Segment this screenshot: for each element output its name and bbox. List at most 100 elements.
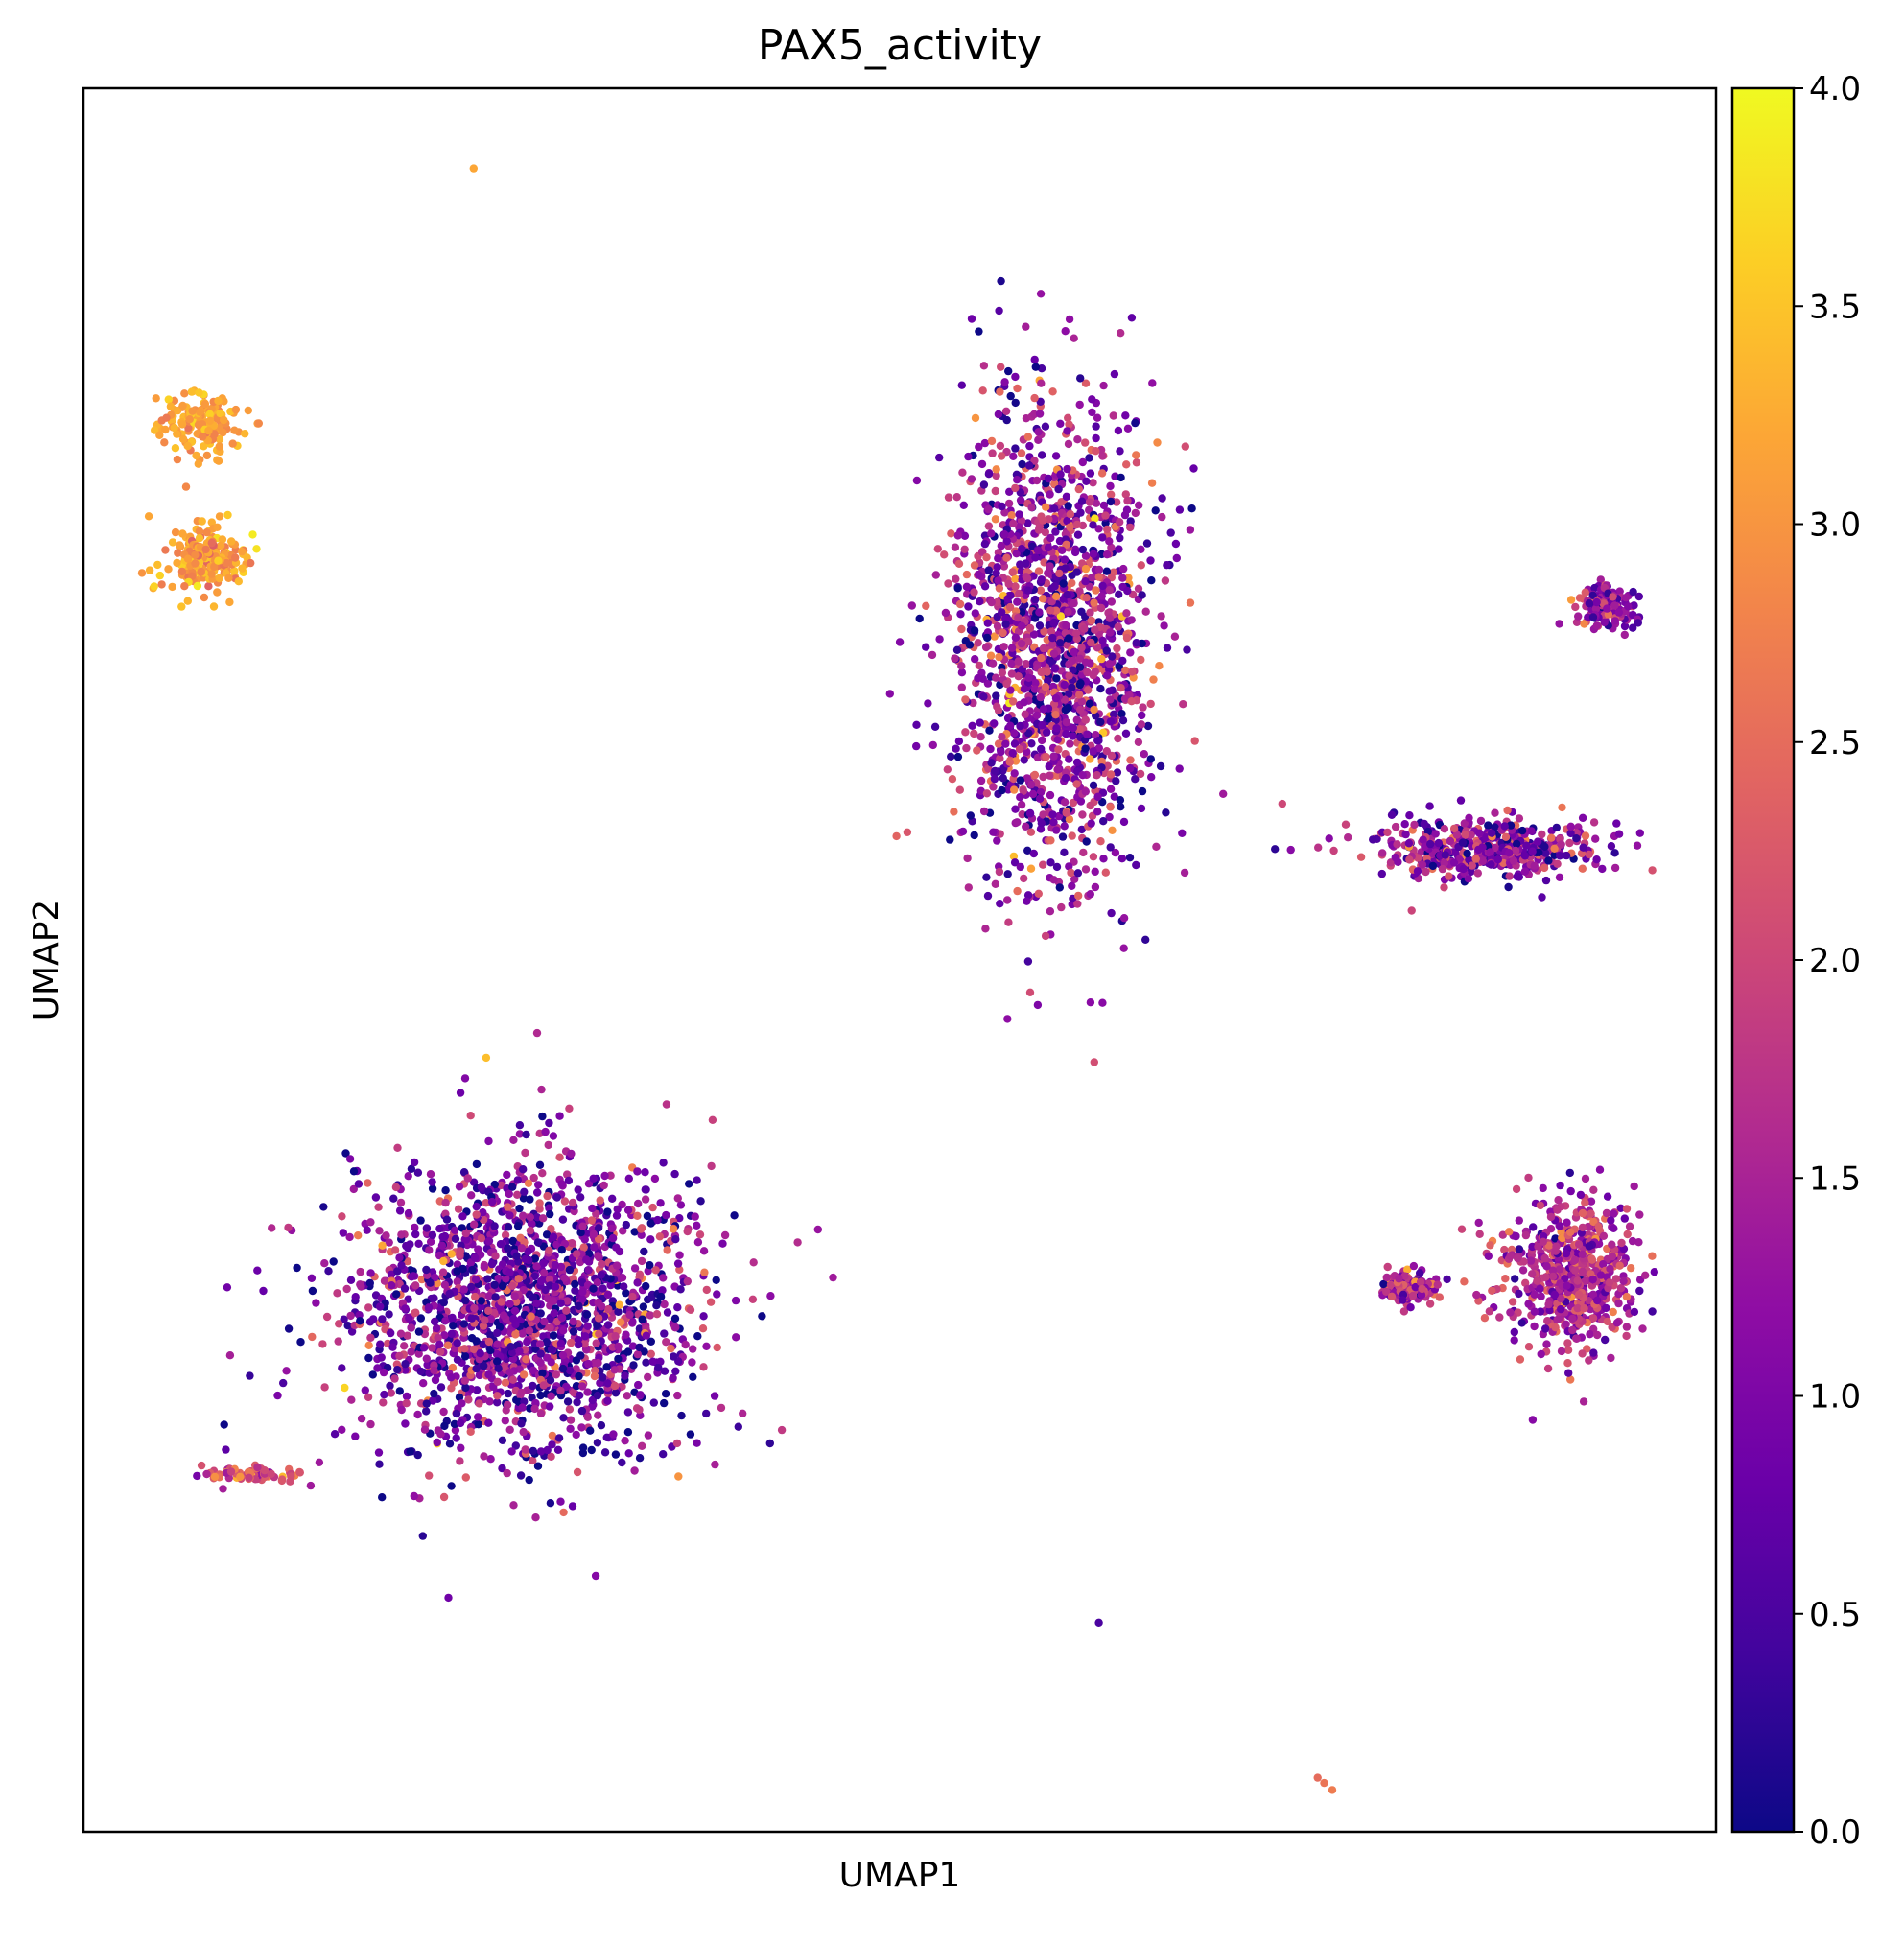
point-upper-center bbox=[1105, 687, 1114, 695]
point-upper-center bbox=[1116, 796, 1125, 805]
point-upper-left-bottom bbox=[214, 556, 223, 565]
point-lower-left-large bbox=[656, 1292, 666, 1301]
point-upper-center bbox=[1046, 790, 1055, 800]
point-upper-center bbox=[961, 728, 970, 737]
point-upper-center bbox=[1076, 797, 1086, 806]
point-lower-left-large bbox=[374, 1203, 383, 1211]
point-upper-center bbox=[1042, 503, 1050, 511]
point-lower-left-large bbox=[468, 1265, 477, 1275]
point-upper-center bbox=[992, 673, 1000, 682]
point-lower-left-large bbox=[560, 1197, 570, 1206]
point-lower-left-large bbox=[220, 1420, 228, 1429]
point-lower-left-large bbox=[400, 1284, 410, 1293]
point-upper-center bbox=[1094, 573, 1103, 581]
point-lower-left-large bbox=[479, 1215, 488, 1225]
point-upper-center bbox=[1146, 699, 1155, 709]
point-right-streak bbox=[1441, 851, 1450, 859]
point-upper-center bbox=[1017, 449, 1026, 457]
point-upper-center bbox=[931, 571, 940, 579]
point-lower-right-cluster bbox=[1563, 1346, 1573, 1355]
point-upper-center bbox=[1056, 419, 1065, 428]
point-lower-left-large bbox=[533, 1188, 542, 1197]
point-upper-center bbox=[984, 566, 994, 574]
point-lower-left-large bbox=[439, 1298, 448, 1307]
point-upper-center bbox=[1013, 818, 1022, 827]
point-lower-left-large bbox=[324, 1267, 333, 1276]
point-upper-center bbox=[1046, 627, 1056, 636]
point-upper-center bbox=[1160, 621, 1168, 630]
point-lower-right-cluster bbox=[1484, 1252, 1493, 1261]
point-upper-center bbox=[1140, 750, 1149, 759]
point-upper-center bbox=[1002, 679, 1011, 689]
point-upper-left-bottom bbox=[207, 570, 216, 578]
point-lower-left-large bbox=[407, 1347, 415, 1356]
point-lower-left-large bbox=[699, 1363, 708, 1371]
point-upper-center bbox=[1029, 630, 1039, 639]
point-lower-left-large bbox=[431, 1375, 440, 1385]
point-upper-center bbox=[995, 867, 1004, 877]
point-lower-left-large bbox=[551, 1260, 560, 1270]
point-lower-left-large bbox=[532, 1299, 541, 1308]
point-lower-left-large bbox=[430, 1294, 438, 1302]
point-lower-left-large bbox=[653, 1215, 662, 1225]
point-upper-center bbox=[1117, 855, 1127, 863]
point-lower-left-large bbox=[520, 1187, 529, 1197]
point-right-streak bbox=[1464, 875, 1473, 883]
point-lower-left-large bbox=[702, 1409, 711, 1418]
point-lower-left-large bbox=[380, 1390, 388, 1399]
point-lower-left-large bbox=[407, 1323, 415, 1332]
point-upper-left-bottom bbox=[238, 564, 247, 573]
point-upper-center bbox=[953, 584, 962, 593]
point-lower-left-large bbox=[315, 1458, 324, 1467]
point-lower-left-large bbox=[568, 1239, 576, 1248]
point-upper-center bbox=[1039, 516, 1047, 525]
point-upper-center bbox=[1107, 490, 1116, 499]
point-lower-left-large bbox=[441, 1186, 450, 1195]
point-upper-center bbox=[1038, 736, 1046, 745]
point-upper-center bbox=[948, 775, 957, 784]
point-lower-left-large bbox=[587, 1445, 596, 1455]
point-lower-left-large bbox=[634, 1380, 643, 1390]
point-lower-left-large bbox=[438, 1232, 447, 1242]
point-lower-left-large bbox=[479, 1208, 487, 1217]
point-upper-center bbox=[1088, 574, 1096, 582]
point-lower-left-large bbox=[662, 1100, 671, 1109]
point-upper-left-top bbox=[200, 442, 208, 451]
point-upper-center bbox=[1049, 752, 1058, 761]
point-lower-left-large bbox=[341, 1383, 349, 1393]
point-lower-left-large bbox=[493, 1357, 502, 1366]
point-upper-left-top bbox=[180, 389, 189, 398]
point-upper-center bbox=[1086, 608, 1094, 617]
point-lower-left-large bbox=[547, 1345, 556, 1354]
point-lower-left-large bbox=[461, 1473, 470, 1482]
point-lower-left-large bbox=[600, 1171, 609, 1181]
point-upper-center bbox=[1018, 621, 1026, 630]
point-upper-center bbox=[1049, 619, 1059, 628]
point-lower-left-large bbox=[345, 1155, 355, 1163]
point-upper-center bbox=[974, 570, 983, 579]
point-right-small bbox=[1591, 604, 1601, 613]
point-lower-left-large bbox=[460, 1352, 470, 1361]
point-lower-left-large bbox=[713, 1343, 721, 1352]
point-lower-left-large bbox=[699, 1312, 708, 1321]
point-right-small bbox=[1585, 599, 1594, 608]
point-upper-center bbox=[1060, 798, 1070, 807]
point-lower-left-large bbox=[498, 1281, 507, 1291]
point-lower-left-large bbox=[391, 1183, 401, 1192]
point-lower-left-large bbox=[279, 1378, 288, 1388]
point-upper-center bbox=[951, 654, 959, 663]
point-lower-left-large bbox=[643, 1211, 652, 1221]
point-lower-left-large bbox=[583, 1388, 592, 1396]
point-upper-left-bottom bbox=[171, 527, 180, 537]
point-lower-left-large bbox=[366, 1269, 375, 1277]
point-upper-left-top bbox=[205, 416, 215, 425]
point-lower-left-large bbox=[456, 1457, 464, 1465]
point-lower-left-large bbox=[574, 1185, 582, 1194]
point-upper-center bbox=[1078, 771, 1087, 780]
point-upper-center bbox=[991, 766, 999, 776]
point-upper-center bbox=[1062, 540, 1070, 549]
point-upper-center bbox=[1147, 576, 1156, 585]
point-upper-center bbox=[986, 744, 995, 754]
point-upper-center bbox=[1156, 761, 1165, 771]
point-lower-left-large bbox=[644, 1431, 653, 1440]
